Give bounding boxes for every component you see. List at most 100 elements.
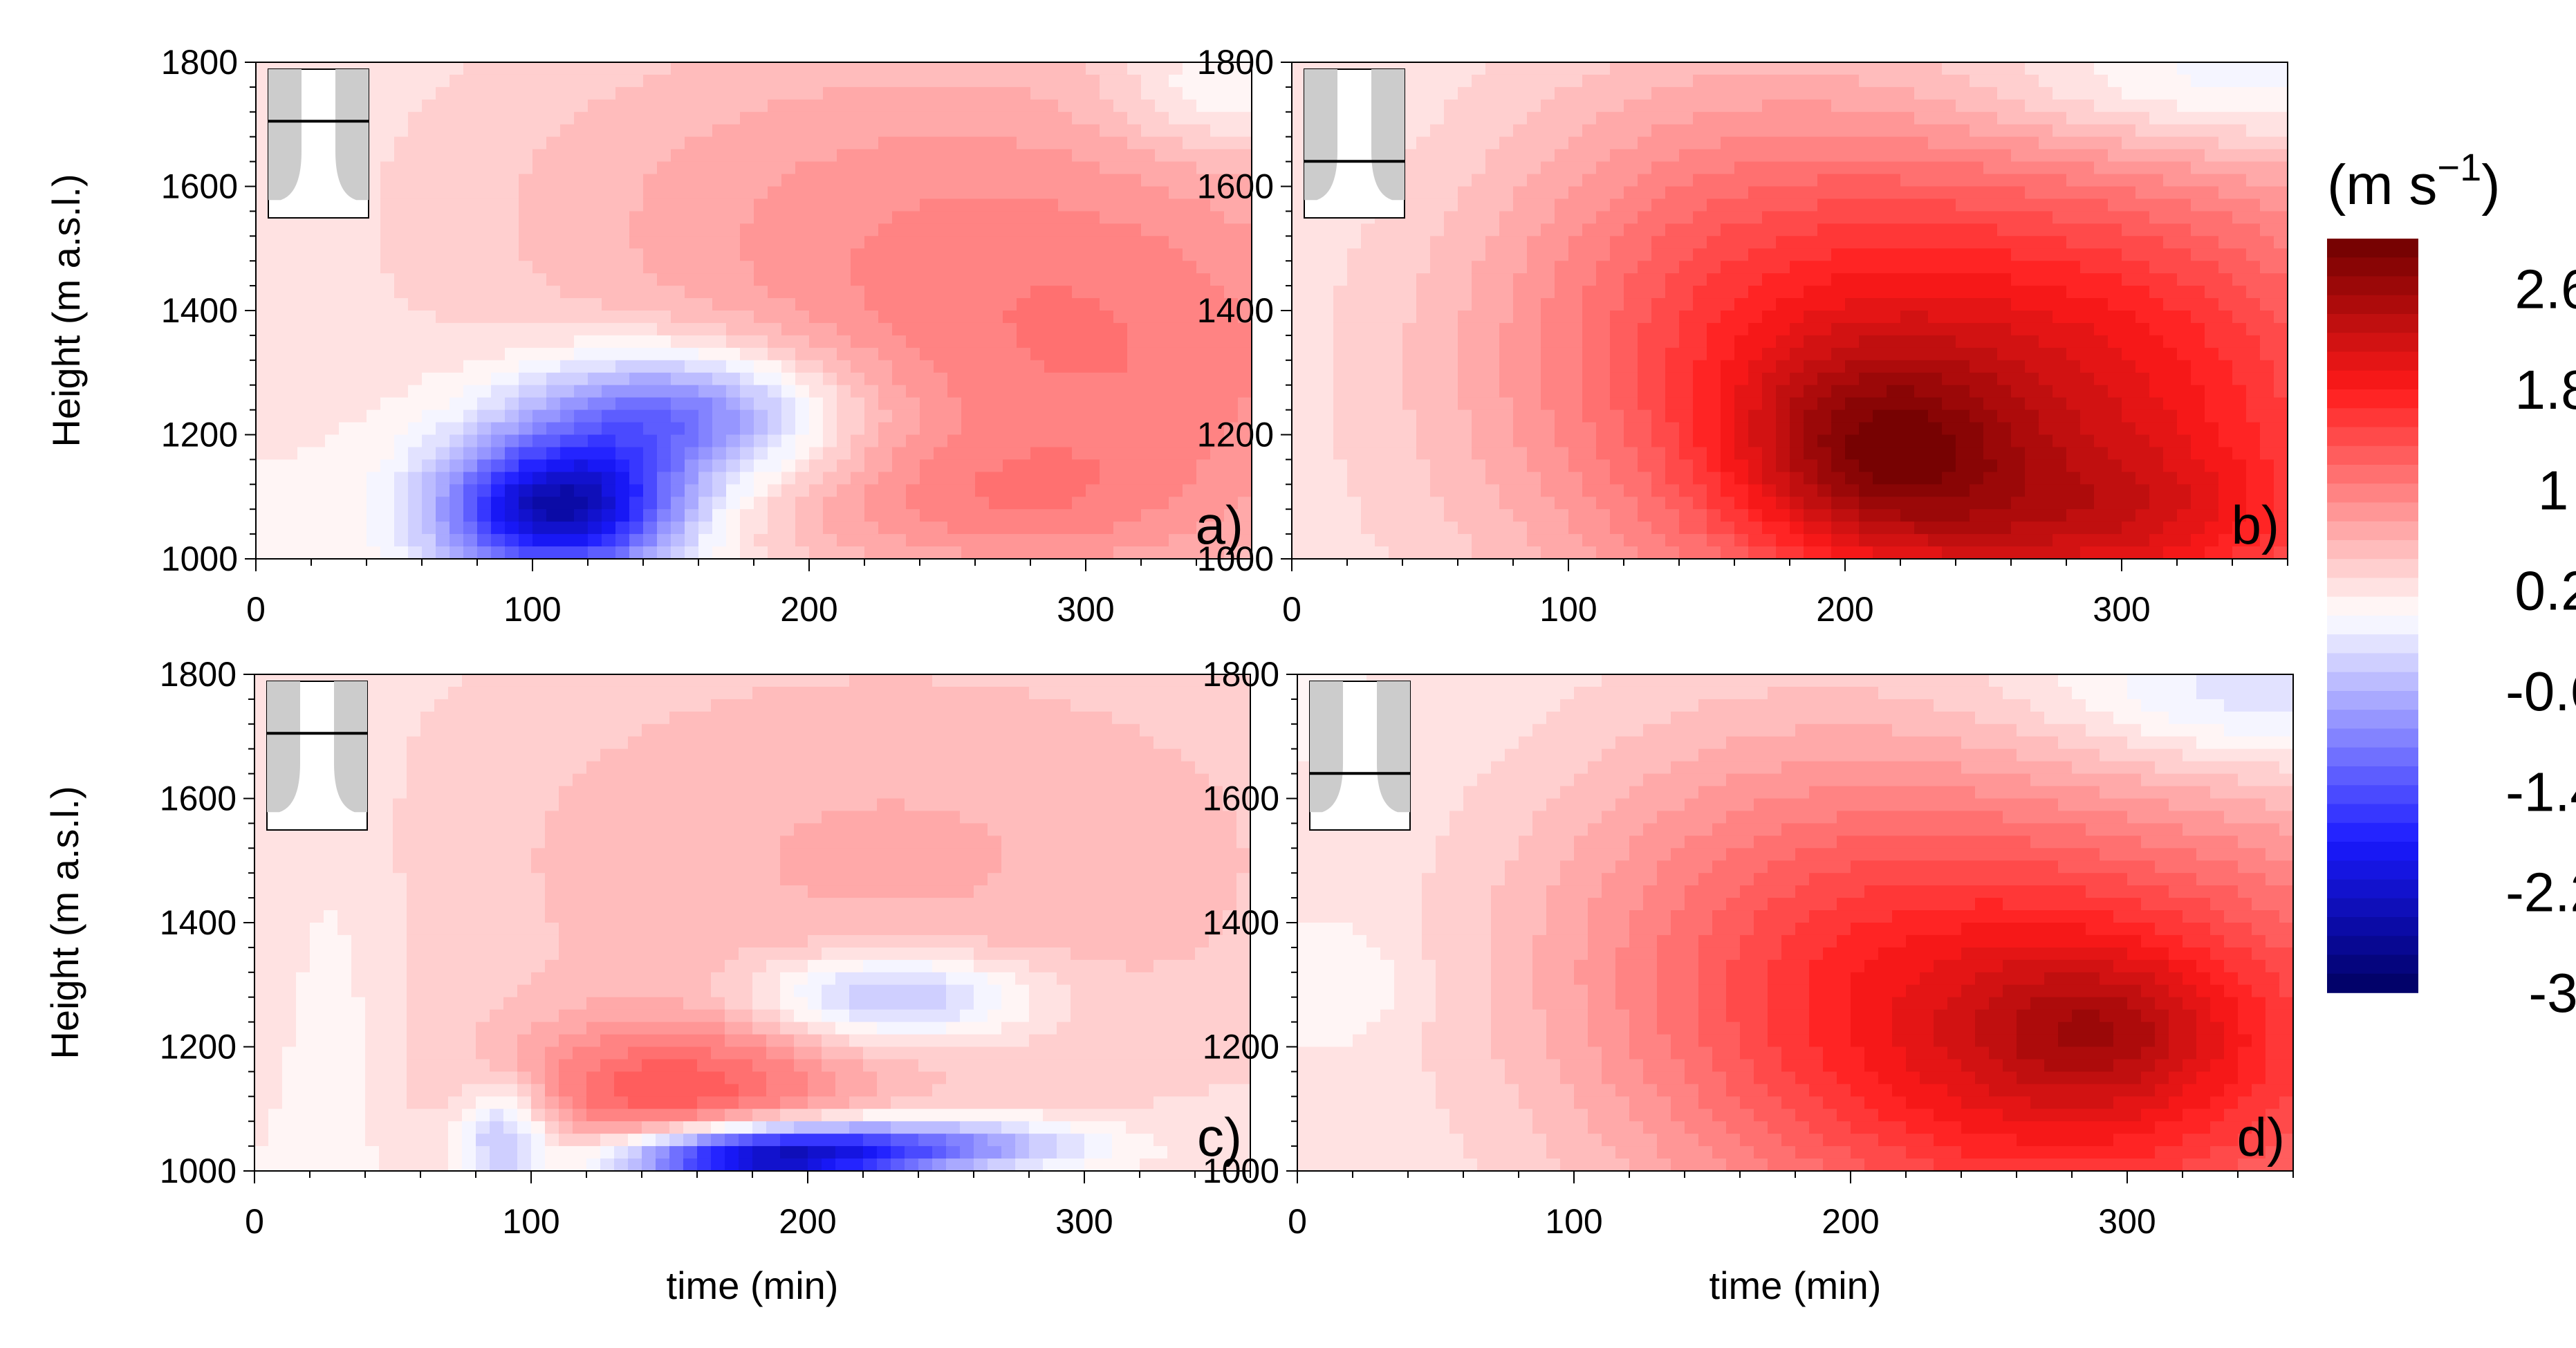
heatmap-cell	[1707, 174, 1721, 187]
heatmap-cell	[851, 409, 865, 423]
heatmap-cell	[1238, 273, 1252, 286]
heatmap-cell	[519, 161, 533, 175]
heatmap-cell	[1238, 74, 1252, 88]
heatmap-cell	[436, 74, 450, 88]
heatmap-cell	[768, 521, 782, 535]
heatmap-cell	[1100, 521, 1114, 535]
heatmap-cell	[781, 136, 796, 150]
heatmap-cell	[1458, 335, 1472, 349]
heatmap-cell	[408, 261, 423, 274]
heatmap-cell	[1582, 360, 1597, 373]
heatmap-cell	[1292, 397, 1306, 411]
heatmap-cell	[394, 161, 409, 175]
heatmap-cell	[380, 261, 395, 274]
heatmap-cell	[1072, 211, 1086, 225]
heatmap-cell	[1762, 434, 1777, 448]
heatmap-cell	[878, 509, 893, 522]
heatmap-cell	[1610, 86, 1624, 100]
heatmap-cell	[1651, 397, 1666, 411]
heatmap-cell	[1444, 534, 1458, 547]
heatmap-cell	[864, 360, 879, 373]
heatmap-cell	[823, 174, 837, 187]
heatmap-cell	[685, 111, 699, 125]
heatmap-cell	[1928, 236, 1943, 250]
heatmap-cell	[284, 372, 298, 386]
heatmap-cell	[1224, 360, 1239, 373]
heatmap-cell	[823, 74, 837, 88]
heatmap-cell	[1210, 86, 1225, 100]
heatmap-cell	[1430, 223, 1445, 237]
heatmap-cell	[394, 335, 409, 349]
heatmap-cell	[615, 397, 630, 411]
heatmap-cell	[450, 311, 464, 324]
heatmap-cell	[546, 161, 561, 175]
heatmap-cell	[851, 385, 865, 398]
heatmap-cell	[1859, 459, 1873, 473]
heatmap-cell	[1389, 273, 1403, 286]
heatmap-cell	[851, 236, 865, 250]
heatmap-cell	[1017, 136, 1031, 150]
heatmap-cell	[1679, 409, 1694, 423]
heatmap-cell	[1017, 422, 1031, 436]
heatmap-cell	[1361, 422, 1375, 436]
heatmap-cell	[1928, 546, 1943, 560]
heatmap-cell	[1030, 447, 1045, 461]
heatmap-cell	[934, 236, 948, 250]
heatmap-cell	[643, 472, 658, 486]
heatmap-cell	[1568, 298, 1583, 311]
heatmap-cell	[602, 99, 616, 113]
heatmap-cell	[588, 174, 602, 187]
heatmap-cell	[394, 236, 409, 250]
heatmap-cell	[1333, 509, 1348, 522]
heatmap-cell	[1113, 236, 1128, 250]
heatmap-cell	[1679, 161, 1694, 175]
heatmap-cell	[1416, 422, 1431, 436]
heatmap-cell	[726, 136, 741, 150]
heatmap-cell	[1734, 347, 1749, 361]
heatmap-cell	[1859, 347, 1873, 361]
heatmap-cell	[1003, 347, 1017, 361]
heatmap-cell	[1141, 273, 1156, 286]
heatmap-cell	[947, 360, 962, 373]
heatmap-cell	[1790, 273, 1804, 286]
heatmap-cell	[685, 174, 699, 187]
heatmap-cell	[602, 261, 616, 274]
heatmap-cell	[1458, 223, 1472, 237]
heatmap-cell	[1887, 298, 1901, 311]
heatmap-cell	[920, 261, 934, 274]
heatmap-cell	[1693, 546, 1707, 560]
heatmap-cell	[1707, 298, 1721, 311]
heatmap-cell	[463, 521, 478, 535]
heatmap-cell	[615, 372, 630, 386]
heatmap-cell	[934, 434, 948, 448]
heatmap-cell	[989, 223, 1003, 237]
heatmap-cell	[519, 484, 533, 498]
heatmap-cell	[1100, 509, 1114, 522]
heatmap-cell	[1568, 397, 1583, 411]
heatmap-cell	[1430, 509, 1445, 522]
heatmap-cell	[519, 99, 533, 113]
heatmap-cell	[1485, 360, 1500, 373]
heatmap-cell	[1831, 509, 1846, 522]
heatmap-cell	[1748, 422, 1763, 436]
heatmap-cell	[574, 86, 589, 100]
heatmap-cell	[837, 546, 851, 560]
heatmap-cell	[1527, 372, 1541, 386]
heatmap-cell	[1983, 360, 1998, 373]
heatmap-cell	[491, 161, 506, 175]
heatmap-cell	[1665, 74, 1680, 88]
heatmap-cell	[1624, 261, 1638, 274]
heatmap-cell	[1762, 447, 1777, 461]
heatmap-cell	[726, 111, 741, 125]
heatmap-cell	[1555, 360, 1569, 373]
heatmap-cell	[740, 422, 754, 436]
heatmap-cell	[1762, 546, 1777, 560]
heatmap-cell	[1776, 347, 1790, 361]
heatmap-cell	[1997, 62, 2012, 75]
heatmap-cell	[353, 347, 367, 361]
heatmap-cell	[1086, 161, 1100, 175]
heatmap-cell	[1873, 397, 1887, 411]
heatmap-cell	[809, 484, 824, 498]
heatmap-cell	[685, 422, 699, 436]
heatmap-cell	[408, 136, 423, 150]
